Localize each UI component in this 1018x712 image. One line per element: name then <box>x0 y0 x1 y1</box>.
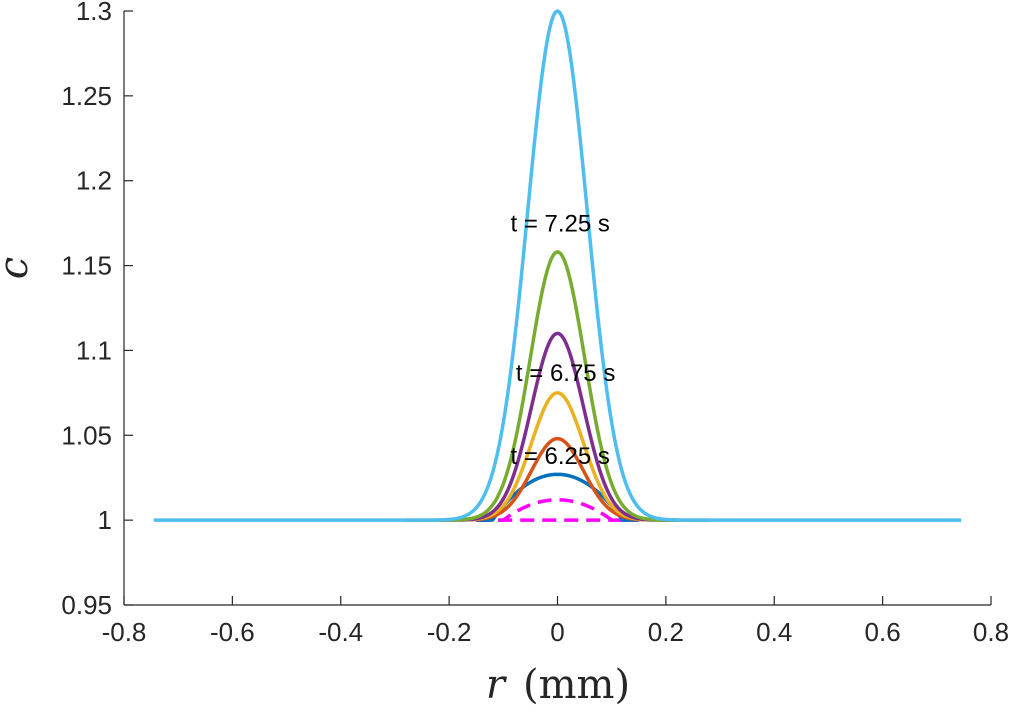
axes: -0.8 -0.6 -0.4 -0.2 0 0.2 0.4 0.6 0.8 0.95 1 1.05 1.… <box>61 0 1009 647</box>
x-tick-label: 0.6 <box>865 617 901 647</box>
y-tick-label: 1.05 <box>61 420 112 450</box>
series-line-8 <box>153 9 962 522</box>
x-axis-title: r (mm) <box>486 662 630 708</box>
x-tick-label: 0.2 <box>648 617 684 647</box>
x-tick-label: 0.8 <box>973 617 1009 647</box>
y-tick-label: 1.25 <box>61 81 112 111</box>
x-tick-label: -0.8 <box>102 617 147 647</box>
y-axis-title: c <box>0 257 37 279</box>
x-tick-label: -0.2 <box>427 617 472 647</box>
x-tick-label: 0 <box>550 617 564 647</box>
y-tick-label: 0.95 <box>61 590 112 620</box>
curve-time-annotation: t = 7.25 s <box>511 211 610 238</box>
series-line-4 <box>469 436 646 522</box>
series-line-2 <box>474 498 641 522</box>
x-tick-label: -0.6 <box>210 617 255 647</box>
series-curves <box>153 9 962 522</box>
curve-time-annotation: t = 6.75 s <box>516 360 615 387</box>
series-line-5 <box>458 391 657 522</box>
y-tick-label: 1 <box>98 505 112 535</box>
y-tick-label: 1.1 <box>76 335 112 365</box>
x-tick-label: -0.4 <box>318 617 363 647</box>
y-tick-label: 1.2 <box>76 166 112 196</box>
x-tick-label: 0.4 <box>756 617 792 647</box>
curve-time-annotation: t = 6.25 s <box>511 443 610 470</box>
x-axis-title-unit: (mm) <box>523 662 630 708</box>
y-tick-label: 1.3 <box>76 0 112 26</box>
x-axis-title-var: r <box>486 662 508 708</box>
y-tick-label: 1.15 <box>61 251 112 281</box>
series-line-6 <box>437 331 678 522</box>
annotations: t = 7.25 s t = 6.75 s t = 6.25 s <box>511 211 616 471</box>
